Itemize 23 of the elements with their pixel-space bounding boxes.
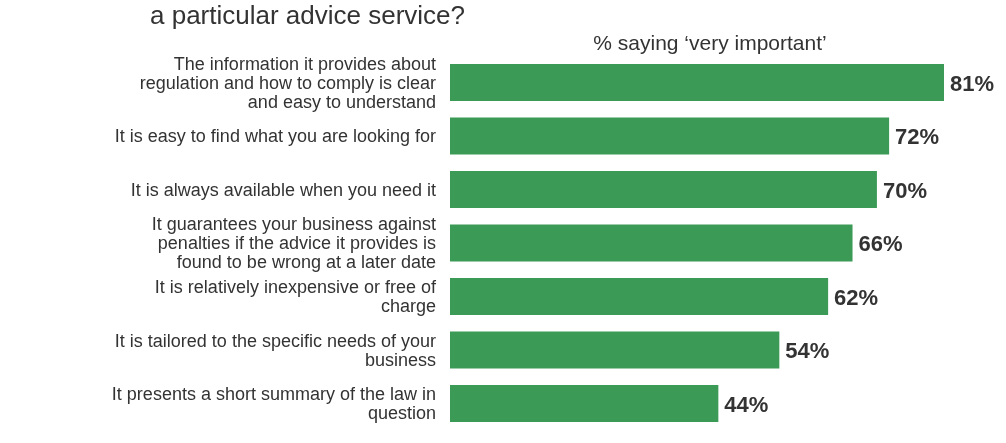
y-tick-label: It is relatively inexpensive or free of charge <box>154 277 437 316</box>
bar <box>450 224 853 262</box>
data-label: 44% <box>724 391 769 417</box>
bar <box>450 385 719 422</box>
bar <box>450 331 780 369</box>
data-label: 81% <box>950 70 995 96</box>
bar <box>450 278 829 315</box>
y-tick-label: It is tailored to the specific needs of your business <box>114 330 436 370</box>
data-label: 54% <box>785 338 830 363</box>
data-label: 66% <box>858 231 903 256</box>
y-tick-label: It is always available when you need it <box>130 179 436 200</box>
y-tick-label: It guarantees your business against penalties if the advice it provides is found to be wrong at a later date <box>151 214 436 272</box>
data-label: 62% <box>834 284 879 310</box>
bar <box>450 117 890 155</box>
chart-subtitle: % saying ‘very important’ <box>593 31 827 54</box>
y-tick-label: It presents a short summary of the law in question <box>111 384 436 423</box>
data-label: 72% <box>895 124 940 149</box>
chart-title: a particular advice service? <box>150 0 466 30</box>
data-label: 70% <box>882 177 927 203</box>
bar <box>450 171 877 208</box>
y-tick-label: It is easy to find what you are looking for <box>114 126 436 146</box>
bar <box>450 64 944 101</box>
y-tick-label: The information it provides about regulation and how to comply is clear and easy to understand <box>139 53 437 112</box>
